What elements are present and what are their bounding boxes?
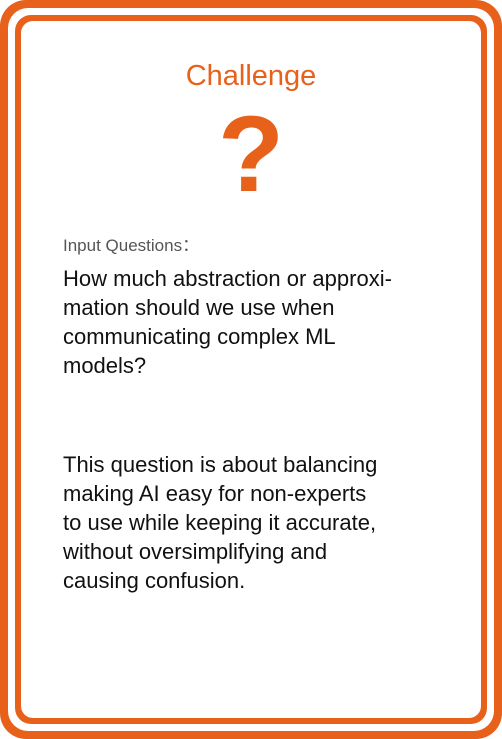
question-line: How much abstraction or approxi- — [63, 264, 443, 293]
question-mark-icon: ? — [0, 100, 502, 208]
explanation-line: without oversimplifying and — [63, 537, 443, 566]
question-line: mation should we use when — [63, 293, 443, 322]
input-questions-label: Input Questions： — [63, 231, 199, 256]
question-text: How much abstraction or approxi- mation … — [63, 264, 443, 380]
question-line: communicating complex ML — [63, 322, 443, 351]
explanation-text: This question is about balancing making … — [63, 450, 443, 595]
question-line: models? — [63, 351, 443, 380]
explanation-line: This question is about balancing — [63, 450, 443, 479]
card-title: Challenge — [0, 60, 502, 93]
explanation-line: making AI easy for non-experts — [63, 479, 443, 508]
explanation-line: causing confusion. — [63, 566, 443, 595]
explanation-line: to use while keeping it accurate, — [63, 508, 443, 537]
